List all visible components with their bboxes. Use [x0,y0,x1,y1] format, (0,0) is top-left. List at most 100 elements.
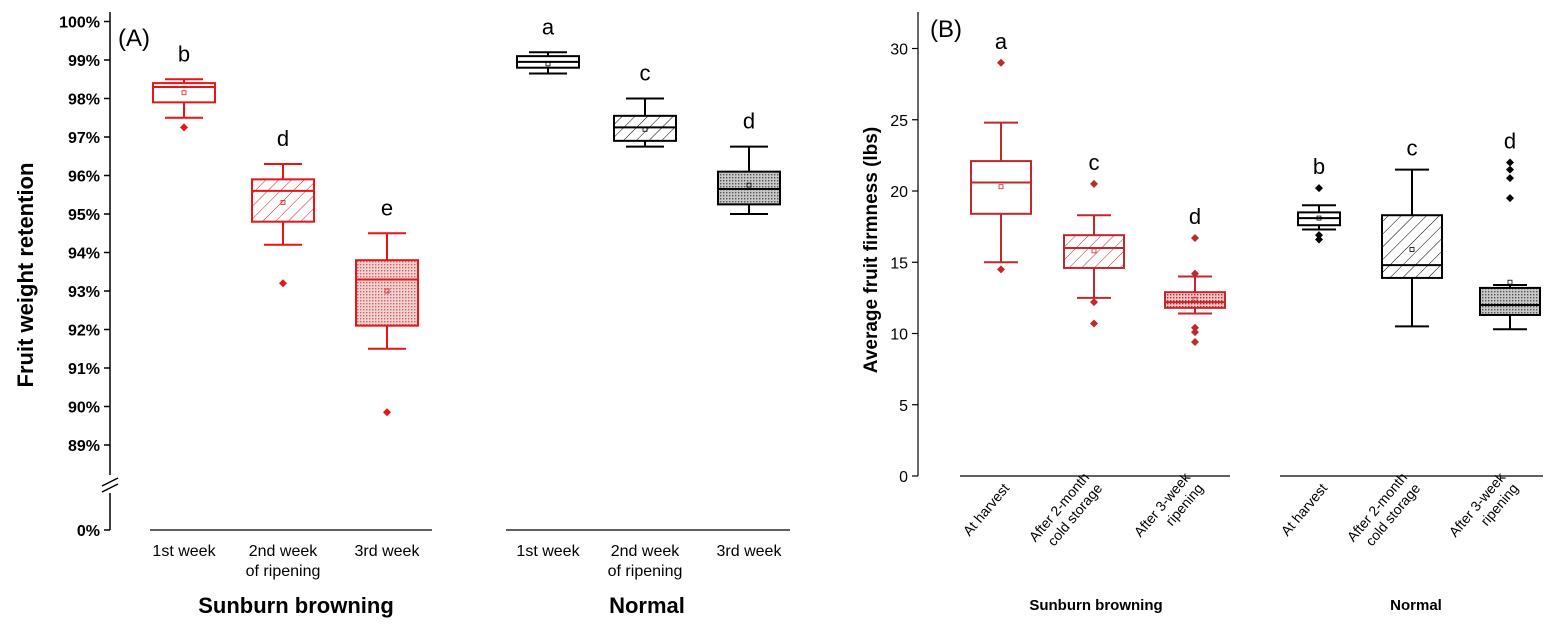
box-b-0-2-iqr-box [1164,291,1226,309]
box-a-1-1-mean-marker [642,126,648,132]
box-a-0-2-mean-marker [384,288,390,294]
box-b-1-2 [1479,279,1541,331]
panel-b-significance-letter: c [1407,136,1418,161]
panel-a-significance-letter: d [277,126,289,151]
box-b-0-2-outlier-2 [1191,323,1199,332]
panel-a-y-tick-label: 96% [68,169,100,186]
panel-b-y-tick-label: 30 [890,42,908,59]
panel-b-group-label: Sunburn browning [1029,597,1162,614]
panel-a-category-label: of ripening [246,563,321,580]
box-b-0-2-outlier-3 [1191,328,1199,337]
box-a-0-0-outlier-0 [180,123,188,132]
box-b-1-0 [1297,204,1341,231]
panel-a-y-axis-title: Fruit weight retention [13,163,38,388]
panel-b-y-tick-label: 10 [890,327,908,344]
panel-b-label: (B) [930,16,962,43]
box-b-0-1-iqr-box [1063,234,1125,269]
panel-a-significance-letter: c [640,61,651,86]
box-b-1-0-outlier-0 [1315,184,1323,193]
panel-a-y-tick-label: 94% [68,246,100,263]
box-b-1-2-mean-marker [1507,279,1513,285]
panel-a-group-label: Normal [609,593,685,618]
box-a-0-1 [251,162,315,246]
box-b-0-1-outlier-2 [1090,319,1098,328]
box-b-0-1-mean-marker [1091,248,1097,254]
panel-a-y-tick-label: 89% [68,438,100,455]
box-a-1-1 [613,97,677,148]
box-a-1-0-mean-marker [545,61,551,67]
panel-a-category-label: 2nd week [611,543,680,560]
panel-a-category-label: 2nd week [249,543,318,560]
panel-b-significance-letter: c [1089,150,1100,175]
box-a-0-0-mean-marker [181,90,187,96]
panel-a-significance-letter: e [381,195,393,220]
box-b-1-2-outlier-1 [1506,165,1514,174]
box-a-0-2-outlier-0 [383,408,391,417]
panel-b-significance-letter: d [1189,204,1201,229]
panel-a-significance-letter: b [178,41,190,66]
panel-a-category-label: 1st week [152,543,216,560]
box-a-0-1-outlier-0 [279,279,287,288]
panel-a-y-tick-label: 0% [77,523,100,540]
box-a-1-2-mean-marker [746,182,752,188]
panel-b-y-tick-label: 25 [890,113,908,130]
box-b-1-0-outlier-2 [1315,235,1323,244]
panel-b-category-label-group: At harvest [1278,480,1331,539]
panel-b-y-tick-label: 5 [899,398,908,415]
panel-b-significance-letter: d [1504,129,1516,154]
panel-b-group-label: Normal [1390,597,1442,614]
panel-a-y-tick-label: 100% [59,15,100,32]
box-a-0-0 [152,78,216,119]
panel-a-significance-letter: d [743,109,755,134]
box-b-0-0-outlier-1 [997,265,1005,274]
box-b-0-0-mean-marker [998,184,1004,190]
panel-a-axis-break-mark [101,483,119,493]
panel-a-axis-break-mark [101,477,119,487]
panel-a-label: (A) [118,25,150,52]
box-a-1-2 [717,145,781,215]
panel-b-significance-letter: b [1313,154,1325,179]
panel-a-category-label: 3rd week [355,543,421,560]
panel-b-y-tick-label: 20 [890,184,908,201]
box-b-0-0-iqr-box [970,160,1032,215]
panel-b-significance-letter: a [995,29,1008,54]
box-b-1-0-outlier-1 [1315,231,1323,240]
panel-b-y-axis-title: Average fruit firmness (lbs) [861,127,882,373]
panel-a-category-label: 3rd week [717,543,783,560]
box-a-0-2 [355,232,419,350]
panel-a-y-tick-label: 99% [68,53,100,70]
panel-a-y-tick-label: 90% [68,400,100,417]
panel-b-category-label: At harvest [1278,480,1331,539]
box-b-0-2-mean-marker [1192,296,1198,302]
box-b-0-0-outlier-0 [997,58,1005,67]
panel-a-group-label: Sunburn browning [198,593,394,618]
box-b-1-1 [1381,168,1443,328]
panel-a-significance-letter: a [542,14,555,39]
box-a-1-0 [516,51,580,75]
panel-a-category-label: 1st week [516,543,580,560]
panel-b-y-tick-label: 0 [899,469,908,486]
box-b-0-1-outlier-0 [1090,179,1098,188]
box-a-0-1-mean-marker [280,200,286,205]
box-b-0-1-outlier-1 [1090,298,1098,307]
panel-a-y-tick-label: 93% [68,284,100,301]
box-b-0-1 [1063,214,1125,299]
box-b-0-0 [970,121,1032,264]
box-b-0-2-outlier-4 [1191,338,1199,347]
box-b-1-1-iqr-box [1381,214,1443,279]
panel-a-y-tick-label: 91% [68,361,100,378]
panel-b-y-tick-label: 15 [890,255,908,272]
box-b-0-2-outlier-1 [1191,269,1199,278]
panel-a-y-tick-label: 92% [68,323,100,340]
box-b-1-2-outlier-0 [1506,158,1514,167]
panel-a-y-tick-label: 97% [68,130,100,147]
box-b-1-2-outlier-2 [1506,174,1514,183]
box-b-1-0-mean-marker [1316,215,1322,221]
box-a-0-0-iqr-box [152,82,216,104]
